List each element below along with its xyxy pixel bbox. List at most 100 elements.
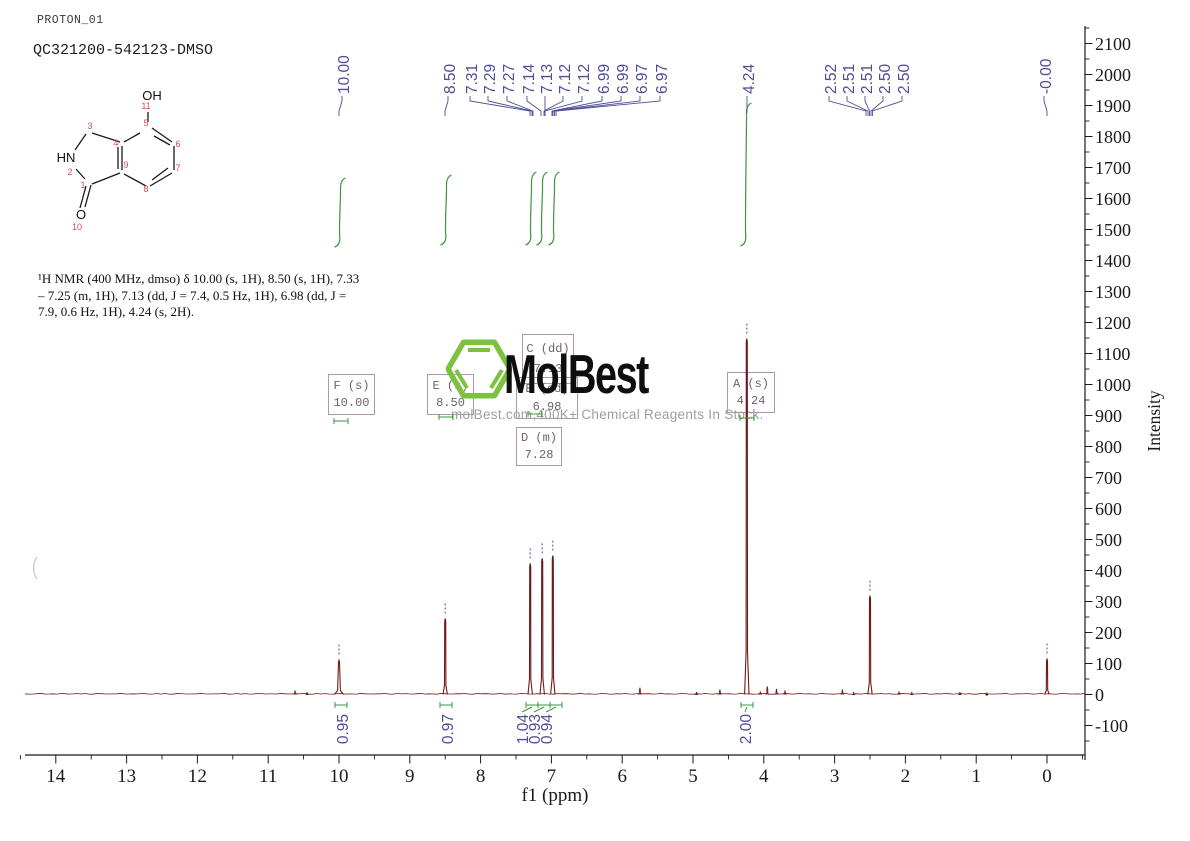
- assignment-line: 7.9, 0.6 Hz, 1H), 4.24 (s, 2H).: [38, 304, 194, 320]
- bond-line: [84, 184, 92, 208]
- peak-pick-pointer: [552, 96, 622, 116]
- x-tick-label: 12: [188, 766, 207, 787]
- y-tick-label: 1500: [1095, 220, 1131, 240]
- peak-pick-labels: 10.00 8.50 7.31 7.29 7.27 7.14 7.13 7.12 7.12 6.9…: [336, 55, 1055, 116]
- peak-pick-label: 6.99: [596, 64, 613, 94]
- bond-line: [123, 132, 141, 143]
- watermark-tagline: molBest.com,400K+ Chemical Reagents In S…: [451, 407, 764, 422]
- minor-peak: [694, 691, 699, 696]
- peak-pick-pointer: [551, 96, 603, 116]
- bond-line: [75, 168, 86, 180]
- peak-pick-label: 7.12: [557, 64, 574, 94]
- watermark-brand: MolBest: [504, 343, 649, 405]
- assignment-line: ¹H NMR (400 MHz, dmso) δ 10.00 (s, 1H), …: [38, 271, 360, 286]
- peak-box-multiplicity: A (s): [732, 376, 769, 391]
- x-tick-label: 13: [117, 766, 136, 787]
- peak-pick-pointer: [555, 96, 661, 116]
- y-tick-label: 1700: [1095, 158, 1131, 178]
- integral-bracket: [438, 414, 454, 420]
- atom-number-label: 8: [143, 184, 148, 194]
- peak-pick-label: 2.51: [859, 64, 876, 94]
- minor-peak: [985, 692, 989, 696]
- peak-box-multiplicity: F (s): [333, 378, 370, 393]
- y-tick-label: 1000: [1095, 375, 1131, 395]
- atom-number-label: 2: [67, 167, 72, 177]
- atom-number-label: 1: [80, 180, 85, 190]
- peak-pick-label: 2.50: [877, 63, 894, 94]
- peak: [1044, 658, 1050, 695]
- peak-pick-pointer: [1043, 96, 1048, 116]
- integral-curve: [548, 171, 560, 246]
- integral-curve: [525, 171, 537, 246]
- peak-pick-pointer: [487, 96, 533, 116]
- integral-bracket: [739, 415, 755, 421]
- peak-pick-label: 7.27: [501, 64, 518, 94]
- peak-pick-pointer: [864, 96, 870, 116]
- minor-peak: [783, 690, 787, 695]
- benzene-logo-icon: [446, 339, 512, 399]
- integral-bracket-connector: [545, 706, 557, 713]
- bond-line: [74, 133, 87, 151]
- peak-box-shift: 6.98: [532, 400, 562, 414]
- x-tick-label: 6: [617, 766, 627, 787]
- bond-line: [151, 167, 169, 181]
- peak-pick-pointer: [444, 96, 449, 116]
- peak-pick-pointer: [338, 96, 343, 116]
- peak-pick-pointer: [506, 96, 534, 116]
- minor-peak: [910, 691, 914, 696]
- minor-peak: [293, 690, 297, 695]
- integral-curve: [440, 174, 452, 246]
- integral-value-label: 2.00: [738, 714, 755, 745]
- peak-pick-pointer: [544, 96, 583, 116]
- bond-line: [151, 127, 173, 143]
- x-tick-label: 14: [46, 766, 66, 787]
- y-tick-label: 1800: [1095, 127, 1131, 147]
- x-axis-title: f1 (ppm): [521, 785, 588, 806]
- peak: [550, 555, 556, 695]
- axes: 14 13 12 11 10 9 8 7 6 5 4 3 2 1 021002000190018001700…: [19, 26, 1164, 806]
- peak-box-multiplicity: B (dd): [525, 382, 569, 396]
- y-tick-label: 400: [1095, 561, 1122, 581]
- y-tick-label: 600: [1095, 499, 1122, 519]
- heteroatom-label: O: [76, 207, 86, 222]
- bond-line: [123, 173, 147, 187]
- peak-box-multiplicity: D (m): [520, 431, 557, 445]
- bond-line: [149, 172, 173, 187]
- integral-value-label: 0.97: [440, 714, 457, 744]
- minor-peak: [897, 691, 901, 695]
- y-tick-label: 2000: [1095, 65, 1131, 85]
- y-tick-label: 1100: [1095, 344, 1130, 364]
- integral-labels: 0.95 0.97 1.040.930.94 2.00: [333, 411, 755, 745]
- peak-pick-label: 7.14: [521, 63, 538, 94]
- peak-pick-label: -0.00: [1038, 58, 1055, 94]
- integral-curve: [536, 171, 548, 246]
- x-tick-label: 5: [688, 766, 698, 787]
- x-tick-label: 4: [759, 766, 769, 787]
- x-tick-label: 7: [547, 766, 557, 787]
- integral-bracket: [549, 702, 563, 708]
- peak-pick-label: 6.99: [615, 64, 632, 94]
- atom-number-label: 11: [141, 101, 150, 111]
- sample-id: QC321200-542123-DMSO: [33, 42, 214, 59]
- integral-bracket: [439, 702, 453, 708]
- integral-bracket-connector: [533, 706, 545, 713]
- peak-pick-label: 2.52: [823, 64, 840, 94]
- y-tick-label: 1400: [1095, 251, 1131, 271]
- y-tick-label: 1200: [1095, 313, 1131, 333]
- peak-box-shift: 10.00: [333, 396, 370, 411]
- peak-pick-pointer: [828, 96, 867, 116]
- peak-pick-label: 7.29: [482, 64, 499, 94]
- axis-lines: [25, 26, 1086, 760]
- peak-box-shift: 4.24: [736, 394, 766, 409]
- y-axis-title: Intensity: [1144, 390, 1164, 451]
- y-tick-label: 1900: [1095, 96, 1131, 116]
- peak-pick-label: 7.31: [464, 64, 481, 94]
- atom-number-label: 9: [123, 160, 128, 170]
- peak: [334, 659, 344, 695]
- spectrum-trace: [24, 323, 1086, 696]
- bond-line: [153, 135, 171, 146]
- peak-pick-label: 4.24: [741, 63, 758, 94]
- bond-line: [79, 185, 87, 209]
- x-tick-label: 10: [330, 766, 349, 787]
